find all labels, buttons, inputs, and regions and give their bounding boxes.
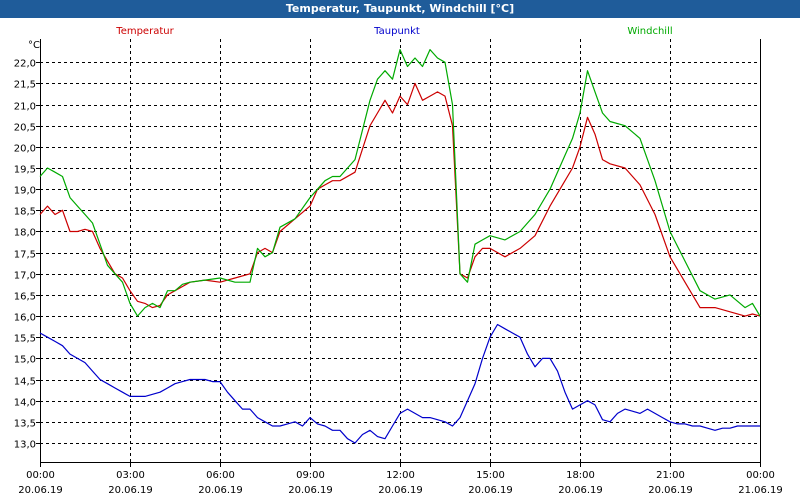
x-tick-date: 20.06.19 <box>108 485 153 496</box>
y-tick-label: 21,0 <box>14 102 36 113</box>
x-axis: 00:00 20.06.19 03:00 20.06.19 06:00 20.06.19 0… <box>18 462 783 496</box>
y-tick-label: 15,0 <box>14 355 36 366</box>
y-tick-label: 19,5 <box>14 165 36 176</box>
y-tick-label: 19,0 <box>14 186 36 197</box>
x-tick-time: 21:00 <box>656 470 685 481</box>
y-tick-label: 21,5 <box>14 80 36 91</box>
x-tick-time: 00:00 <box>26 470 55 481</box>
y-tick-label: 13,0 <box>14 440 36 451</box>
x-tick-time: 12:00 <box>386 470 415 481</box>
series-line-taupunkt <box>39 323 760 444</box>
y-tick-label: 14,0 <box>14 398 36 409</box>
y-tick-label: 15,5 <box>14 334 36 345</box>
y-tick-label: 18,0 <box>14 228 36 239</box>
x-tick-time: 00:00 <box>746 470 775 481</box>
y-tick-label: 17,5 <box>14 250 36 261</box>
y-axis: 13,0 13,5 14,0 14,5 15,0 15,5 16,0 16,5 17,0 17,5… <box>14 40 40 451</box>
legend-windchill: Windchill <box>627 26 672 37</box>
x-tick-time: 18:00 <box>566 470 595 481</box>
x-tick-date: 20.06.19 <box>558 485 603 496</box>
x-tick-date: 21.06.19 <box>738 485 783 496</box>
x-tick-date: 20.06.19 <box>378 485 423 496</box>
chart-title: Temperatur, Taupunkt, Windchill [°C] <box>0 0 800 18</box>
x-tick-date: 20.06.19 <box>18 485 63 496</box>
grid <box>40 39 760 462</box>
x-tick-date: 20.06.19 <box>648 485 693 496</box>
y-tick-label: 20,5 <box>14 123 36 134</box>
y-unit-label: °C <box>28 40 40 51</box>
y-tick-label: 22,0 <box>14 59 36 70</box>
y-tick-label: 16,5 <box>14 292 36 303</box>
series-group <box>39 48 761 444</box>
legend-temperatur: Temperatur <box>115 26 174 37</box>
y-tick-label: 13,5 <box>14 419 36 430</box>
x-tick-date: 20.06.19 <box>288 485 333 496</box>
x-tick-date: 20.06.19 <box>198 485 243 496</box>
series-line-windchill <box>39 48 761 317</box>
y-tick-label: 17,0 <box>14 271 36 282</box>
legend: Temperatur Taupunkt Windchill <box>115 26 672 37</box>
y-tick-label: 14,5 <box>14 377 36 388</box>
series-line-temperatur <box>39 82 761 317</box>
x-tick-time: 06:00 <box>206 470 235 481</box>
y-tick-label: 18,5 <box>14 207 36 218</box>
x-tick-time: 15:00 <box>476 470 505 481</box>
x-tick-time: 03:00 <box>116 470 145 481</box>
y-tick-label: 20,0 <box>14 144 36 155</box>
y-tick-label: 16,0 <box>14 313 36 324</box>
legend-taupunkt: Taupunkt <box>373 26 420 37</box>
x-tick-date: 20.06.19 <box>468 485 513 496</box>
x-tick-time: 09:00 <box>296 470 325 481</box>
